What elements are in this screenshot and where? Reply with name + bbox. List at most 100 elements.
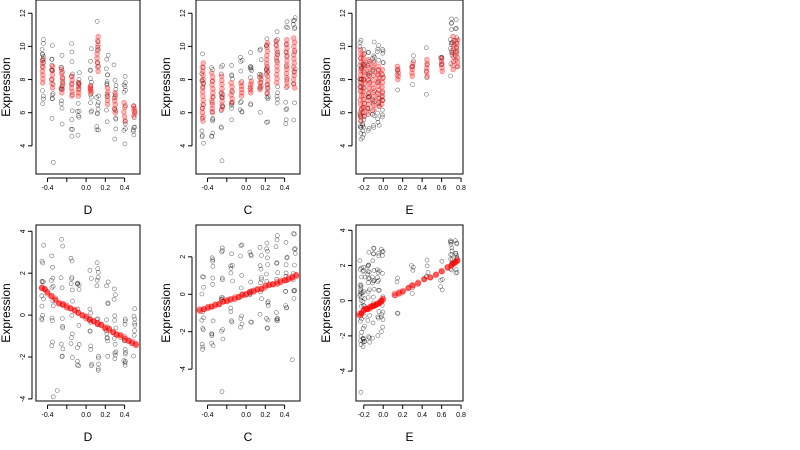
fitted-point [265, 282, 272, 288]
observed-point [96, 355, 101, 361]
observed-point [123, 316, 128, 322]
observed-point [248, 101, 253, 107]
observed-point [122, 351, 128, 357]
observed-point [265, 262, 271, 267]
fitted-point [265, 77, 271, 84]
observed-point [94, 127, 100, 133]
observed-point [370, 278, 376, 284]
x-tick-label: 0.0 [378, 412, 388, 419]
observed-point [257, 263, 263, 269]
observed-point [238, 99, 244, 104]
observed-point [371, 246, 377, 251]
fitted-point [95, 33, 101, 40]
observed-point [50, 91, 56, 96]
fitted-point [356, 310, 363, 317]
observed-point [424, 62, 430, 68]
fitted-point [374, 300, 380, 307]
fitted-point [59, 74, 66, 81]
observed-point [290, 271, 296, 276]
observed-point [291, 69, 297, 75]
observed-point [365, 295, 371, 300]
observed-point [376, 43, 381, 48]
fitted-point [277, 279, 284, 285]
y-tick-label: -4 [340, 368, 347, 374]
fitted-point [379, 295, 386, 302]
observed-point [201, 315, 206, 321]
fitted-point [273, 55, 280, 61]
observed-point [58, 275, 64, 281]
observed-point [230, 278, 235, 284]
fitted-point [219, 298, 226, 305]
observed-point [69, 108, 75, 114]
fitted-point [358, 309, 365, 316]
observed-point [274, 237, 280, 243]
fitted-point [220, 298, 227, 305]
fitted-point [284, 66, 290, 73]
fitted-point [415, 280, 422, 286]
observed-point [68, 255, 74, 261]
fitted-point [112, 98, 118, 104]
fitted-point [360, 76, 367, 82]
observed-point [248, 319, 253, 325]
x-tick-label: -0.4 [42, 185, 54, 192]
observed-point [264, 246, 269, 252]
observed-point [365, 49, 371, 55]
fitted-point [409, 66, 415, 73]
observed-point [370, 335, 375, 341]
observed-point [453, 17, 459, 22]
fitted-point [366, 73, 372, 79]
x-tick-label: 0.2 [100, 412, 110, 419]
fitted-point [110, 329, 117, 335]
fitted-point [235, 293, 242, 300]
observed-point [50, 160, 56, 165]
observed-point [453, 57, 459, 63]
fitted-point [367, 305, 373, 312]
fitted-point [95, 68, 101, 75]
observed-point [376, 309, 382, 314]
fitted-point [264, 61, 270, 67]
observed-point [258, 57, 264, 63]
observed-point [49, 343, 55, 349]
observed-point [59, 236, 64, 242]
fitted-point [94, 319, 101, 326]
fitted-point [370, 77, 376, 83]
plot-frame [195, 0, 301, 175]
fitted-point [235, 294, 242, 301]
observed-point [68, 281, 74, 287]
observed-point [380, 107, 385, 113]
x-tick-label: 0.4 [417, 412, 427, 419]
observed-point [380, 112, 385, 118]
fitted-point [71, 307, 78, 314]
fitted-point [129, 338, 136, 345]
observed-point [96, 127, 101, 133]
observed-point [289, 357, 295, 363]
observed-point [379, 329, 384, 335]
observed-point [380, 294, 386, 300]
observed-point [229, 319, 235, 325]
fitted-point [360, 96, 367, 103]
fitted-point [67, 305, 74, 312]
observed-point [210, 264, 216, 269]
fitted-point [59, 82, 66, 88]
fitted-point [69, 89, 75, 95]
observed-point [112, 286, 117, 292]
observed-point [49, 56, 55, 62]
x-axis-title: C [244, 203, 253, 217]
observed-point [292, 66, 298, 72]
fitted-point [421, 276, 428, 282]
observed-point [375, 279, 380, 284]
observed-point [59, 302, 65, 308]
observed-point [88, 100, 93, 105]
fitted-point [95, 321, 101, 327]
fitted-point [290, 80, 297, 87]
fitted-point [209, 94, 216, 100]
observed-point [264, 64, 270, 69]
fitted-point [131, 113, 137, 119]
fitted-point [454, 54, 461, 61]
observed-point [259, 296, 264, 302]
fitted-point [290, 76, 297, 83]
observed-point [87, 67, 93, 73]
observed-point [219, 125, 224, 131]
observed-point [257, 47, 263, 53]
fitted-point [42, 286, 48, 292]
